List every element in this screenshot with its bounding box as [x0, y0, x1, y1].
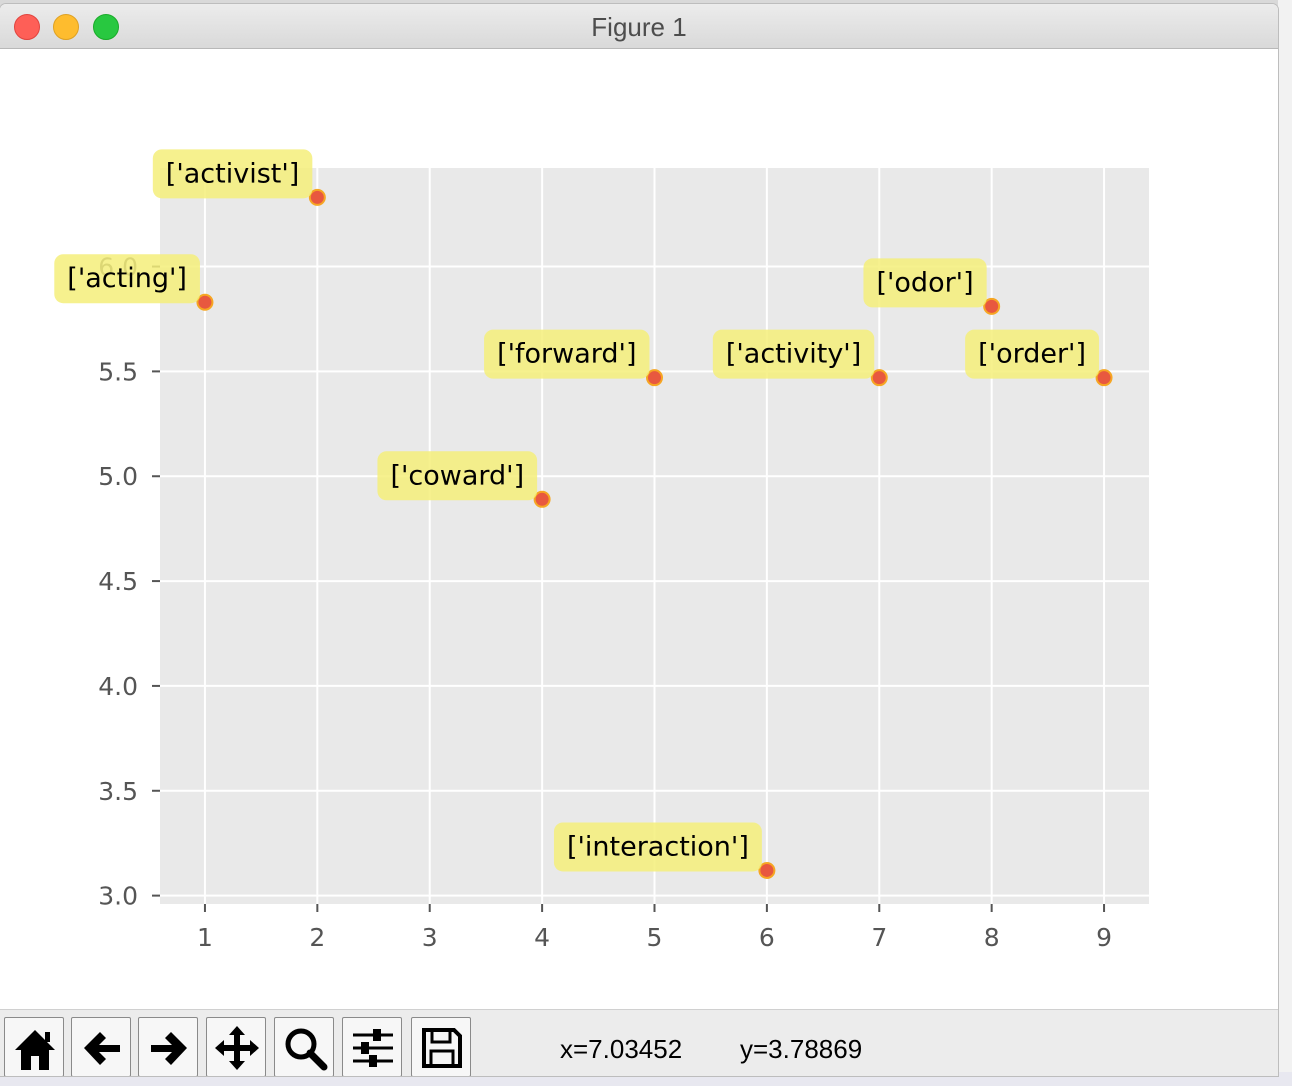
x-tick-label: 2: [309, 923, 325, 952]
point-annotation: ['activity']: [712, 329, 875, 379]
data-point: [533, 490, 551, 508]
annotation-label: ['odor']: [876, 267, 973, 298]
subplots-icon: [353, 1029, 393, 1067]
close-button[interactable]: [14, 14, 40, 40]
y-tick-label: 4.0: [98, 672, 138, 701]
point-annotation: ['order']: [965, 329, 1100, 379]
pan-icon: [215, 1026, 259, 1070]
back-arrow-icon: [84, 1032, 120, 1065]
figure-window: Figure 1 1234567893.03.54.04.55.05.56.0[…: [0, 4, 1278, 1076]
x-coordinate-readout: x=7.03452: [560, 1034, 683, 1064]
zoom-icon: [285, 1028, 328, 1071]
annotation-box: [863, 258, 987, 308]
x-tick-label: 3: [422, 923, 438, 952]
configure-subplots-button[interactable]: [342, 1017, 402, 1076]
home-icon: [15, 1030, 55, 1070]
annotation-box: [484, 329, 650, 379]
y-tick-label: 4.5: [98, 567, 138, 596]
y-coordinate-readout: y=3.78869: [740, 1034, 863, 1064]
figure-canvas[interactable]: 1234567893.03.54.04.55.05.56.0['acting']…: [0, 49, 1278, 1009]
x-tick-label: 9: [1096, 923, 1112, 952]
point-annotation: ['odor']: [863, 258, 987, 308]
annotation-box: [965, 329, 1100, 379]
annotation-box: [152, 149, 313, 199]
data-point: [758, 861, 776, 879]
minimize-button[interactable]: [53, 14, 79, 40]
forward-button[interactable]: [138, 1017, 198, 1076]
x-tick-label: 1: [197, 923, 213, 952]
annotation-label: ['order']: [978, 339, 1086, 370]
pan-button[interactable]: [206, 1017, 266, 1076]
save-button[interactable]: [411, 1017, 471, 1076]
y-tick-label: 3.5: [98, 777, 138, 806]
point-annotation: ['forward']: [484, 329, 650, 379]
annotation-box: [54, 254, 200, 304]
home-button[interactable]: [4, 1017, 64, 1076]
back-button[interactable]: [71, 1017, 131, 1076]
y-tick-label: 5.5: [98, 357, 138, 386]
x-tick-label: 6: [759, 923, 775, 952]
point-annotation: ['activist']: [152, 149, 313, 199]
point-annotation: ['acting']: [54, 254, 200, 304]
annotation-label: ['activity']: [726, 339, 861, 370]
x-tick-label: 5: [647, 923, 663, 952]
annotation-label: ['coward']: [390, 460, 524, 491]
y-tick-label: 5.0: [98, 462, 138, 491]
background-app-edge: [1278, 0, 1292, 1086]
annotation-box: [553, 822, 762, 872]
annotation-box: [377, 451, 538, 501]
window-title: Figure 1: [591, 12, 687, 42]
annotation-label: ['interaction']: [567, 831, 749, 862]
x-tick-label: 7: [871, 923, 887, 952]
point-annotation: ['coward']: [377, 451, 538, 501]
data-point: [1095, 369, 1113, 387]
navigation-toolbar: x=7.03452 y=3.78869: [0, 1009, 1278, 1076]
y-tick-label: 3.0: [98, 882, 138, 911]
x-tick-label: 4: [534, 923, 550, 952]
data-point: [646, 369, 663, 387]
save-icon: [422, 1028, 462, 1068]
annotation-label: ['acting']: [67, 263, 187, 294]
annotation-box: [712, 329, 875, 379]
x-tick-label: 8: [984, 923, 1000, 952]
zoom-button[interactable]: [274, 1017, 334, 1076]
data-point: [870, 369, 888, 387]
annotation-label: ['forward']: [497, 339, 636, 370]
scatter-chart[interactable]: 1234567893.03.54.04.55.05.56.0['acting']…: [0, 49, 1278, 1009]
title-bar[interactable]: Figure 1: [0, 4, 1278, 49]
point-annotation: ['interaction']: [553, 822, 762, 872]
annotation-label: ['activist']: [166, 158, 300, 189]
data-point: [308, 188, 326, 206]
data-point: [983, 297, 1001, 315]
forward-arrow-icon: [151, 1032, 187, 1065]
data-point: [196, 293, 214, 311]
zoom-window-button[interactable]: [93, 14, 119, 40]
